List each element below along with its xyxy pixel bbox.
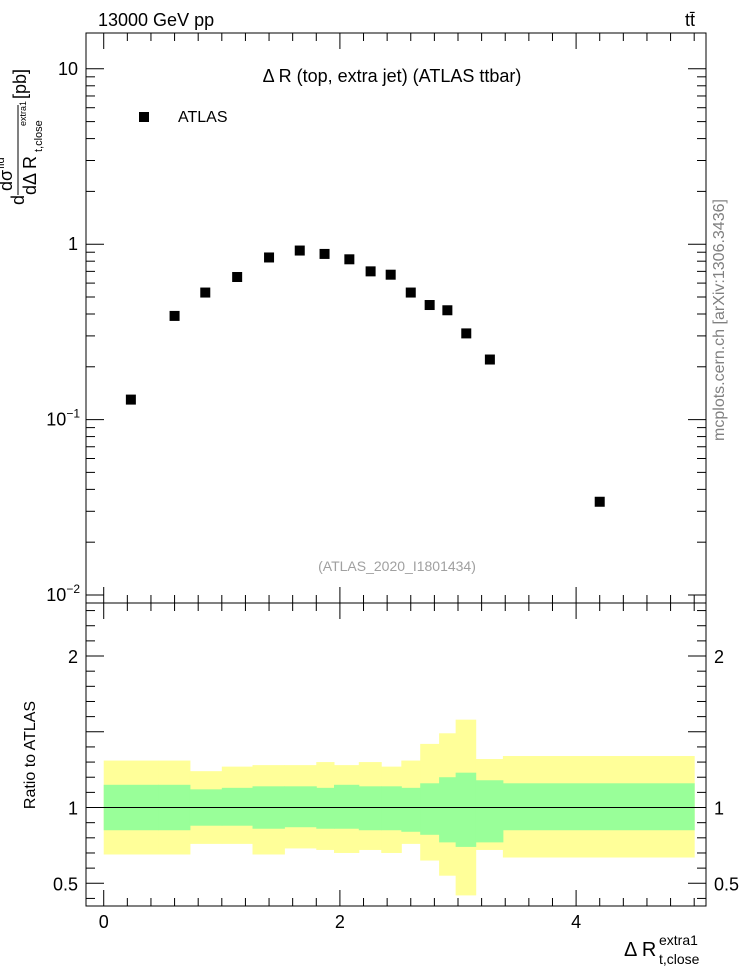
xlabel-sup: extra1 <box>659 932 698 948</box>
ylabel-denominator-sub: t,close <box>33 120 45 152</box>
main-y-ticks: 10−2 10−1 1 10 <box>46 33 706 605</box>
xlabel-base: Δ R <box>624 939 656 961</box>
ratio-ticks: 0.5 0.5 1 1 2 2 0 2 4 <box>53 603 739 932</box>
data-point <box>405 287 416 298</box>
data-point <box>365 266 376 277</box>
main-title: Δ R (top, extra jet) (ATLAS ttbar) <box>263 66 522 86</box>
x-tick-label: 0 <box>99 912 109 932</box>
ratio-inner-band <box>502 783 695 831</box>
ratio-y-axis-label: Ratio to ATLAS <box>22 701 39 809</box>
data-point <box>200 287 211 298</box>
ratio-inner-band <box>455 772 477 847</box>
main-y-tick-label: 10−1 <box>46 407 80 430</box>
legend-label-atlas: ATLAS <box>178 109 228 126</box>
ylabel-numerator-sup: fid <box>0 157 7 169</box>
ratio-inner-band <box>334 784 360 829</box>
analysis-id: (ATLAS_2020_I1801434) <box>318 558 476 574</box>
legend-marker-atlas <box>139 112 149 122</box>
xlabel-sub: t,close <box>659 951 700 967</box>
ratio-plot-frame <box>85 602 707 907</box>
ratio-inner-band <box>401 787 421 832</box>
ylabel-numerator: dσ <box>0 170 16 191</box>
ratio-inner-band <box>358 786 382 831</box>
data-point <box>461 328 472 339</box>
main-data-points <box>125 245 605 507</box>
ratio-inner-band <box>316 787 335 829</box>
data-point <box>424 300 435 311</box>
main-y-tick-label: 10−2 <box>46 582 80 605</box>
ratio-y-tick-label-left: 2 <box>68 647 78 667</box>
energy-label: 13000 GeV pp <box>98 10 214 30</box>
ratio-inner-band <box>221 787 254 826</box>
data-point <box>169 310 180 321</box>
ratio-y-tick-label-right: 0.5 <box>714 874 739 894</box>
main-y-tick-label: 1 <box>68 234 78 254</box>
ylabel-denominator-sup: extra1 <box>18 101 28 126</box>
main-y-tick-label: 10 <box>58 59 78 79</box>
ratio-inner-band <box>381 786 402 831</box>
data-point <box>232 272 243 283</box>
ratio-inner-band <box>439 777 457 843</box>
data-point <box>294 245 305 256</box>
data-point <box>319 248 330 259</box>
data-point <box>442 305 453 316</box>
ratio-inner-band <box>284 786 317 828</box>
ylabel-unit: [pb] <box>10 69 30 99</box>
data-point <box>264 252 275 263</box>
data-point <box>125 394 136 405</box>
ratio-panel <box>103 719 695 896</box>
ratio-inner-band <box>475 780 504 843</box>
ratio-y-tick-label-right: 1 <box>714 799 724 819</box>
process-label: tt̄ <box>685 10 695 30</box>
data-point <box>385 269 396 280</box>
ylabel-d: d <box>8 195 28 205</box>
data-point <box>594 496 605 507</box>
x-axis-label: Δ R extra1 t,close <box>624 932 700 967</box>
data-point <box>344 254 355 265</box>
ratio-y-tick-label-right: 2 <box>714 647 724 667</box>
ratio-y-tick-label-left: 1 <box>68 799 78 819</box>
main-y-axis-label: d dσ fid dΔ R t,close extra1 [pb] <box>0 69 45 205</box>
x-tick-label: 2 <box>335 912 345 932</box>
ylabel-denominator: dΔ R <box>20 156 40 195</box>
ratio-inner-band <box>420 783 440 835</box>
watermark: mcplots.cern.ch [arXiv:1306.3436] <box>711 199 728 441</box>
x-tick-label: 4 <box>571 912 581 932</box>
data-point <box>484 354 495 365</box>
ratio-y-tick-label-left: 0.5 <box>53 874 78 894</box>
